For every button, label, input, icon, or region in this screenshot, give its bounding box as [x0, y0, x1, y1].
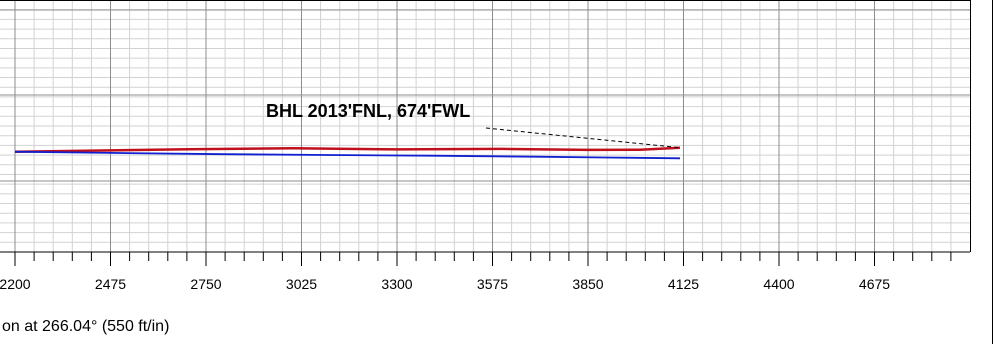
series-layer — [14, 146, 681, 160]
x-tick-label: 4675 — [859, 276, 890, 292]
grid-major — [0, 0, 970, 252]
x-tick-label: 4400 — [763, 276, 794, 292]
annotation-leader-line — [485, 127, 681, 149]
series-line-blue — [14, 150, 681, 160]
x-tick-label: 3025 — [286, 276, 317, 292]
annotation-label: BHL 2013'FNL, 674'FWL — [266, 101, 470, 121]
x-tick-label: 2200 — [0, 276, 31, 292]
x-axis-title: on at 266.04° (550 ft/in) — [2, 318, 169, 335]
x-tick-label: 3575 — [477, 276, 508, 292]
x-axis-ticks — [14, 252, 952, 266]
x-tick-label: 3300 — [381, 276, 412, 292]
x-tick-label: 2475 — [95, 276, 126, 292]
x-tick-label: 4125 — [668, 276, 699, 292]
x-tick-label: 3850 — [572, 276, 603, 292]
series-line-red — [14, 146, 681, 153]
x-tick-label: 2750 — [190, 276, 221, 292]
grid-minor — [0, 0, 970, 252]
x-axis-tick-labels: 2200 2475 2750 3025 3300 3575 3850 4125 4400 4675 — [0, 276, 890, 292]
